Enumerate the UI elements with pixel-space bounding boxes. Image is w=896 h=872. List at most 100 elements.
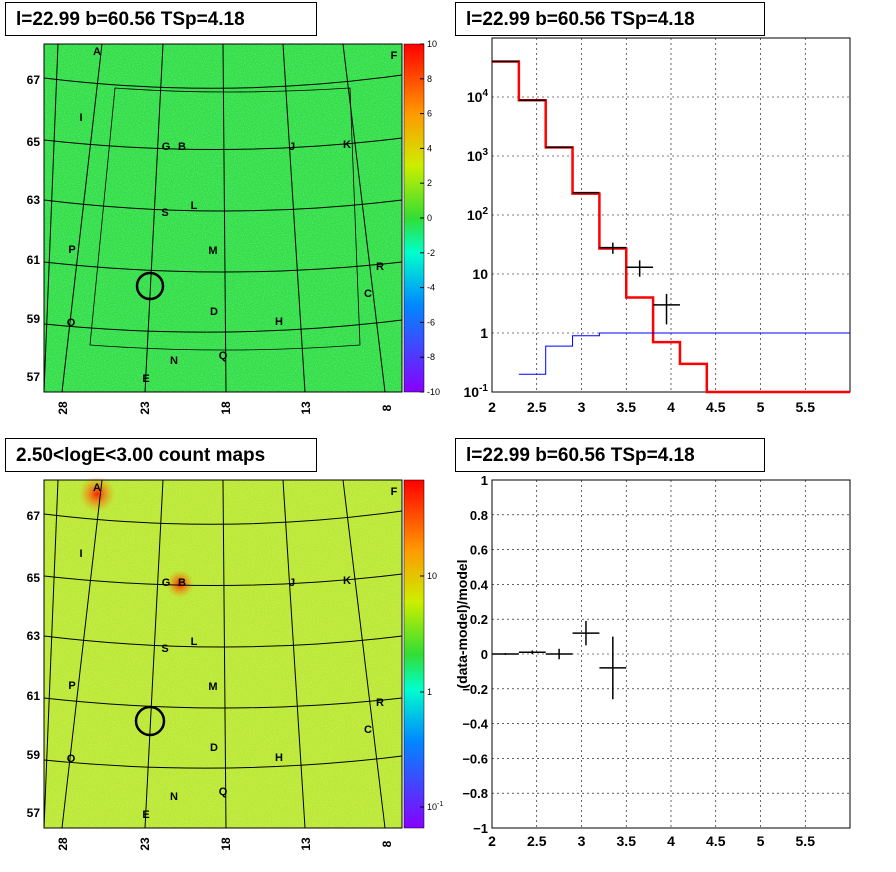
y-tick-label: 57 — [27, 806, 41, 820]
hotspot-a — [79, 476, 115, 512]
source-marker — [135, 271, 165, 301]
x-tick-label: 13 — [299, 401, 313, 415]
source-label: C — [364, 724, 372, 736]
x-tick-label: 3.5 — [617, 833, 637, 849]
x-tick-label: 5 — [757, 833, 765, 849]
ts-colorbar-ticks: 10 8 6 4 2 0 -2 -4 -6 -8 -10 — [420, 39, 440, 397]
x-tick-label: 18 — [219, 401, 233, 415]
x-tick-label: 2.5 — [527, 399, 547, 415]
y-tick-label: −1 — [473, 821, 488, 836]
spectrum-plot: 2 2.5 3 3.5 4 4.5 5 5.5 10-1 1 10 102 103 104 — [464, 37, 851, 415]
x-tick-label: 2 — [488, 399, 496, 415]
spectrum-yticks: 10-1 1 10 102 103 104 — [464, 88, 489, 400]
source-label: O — [67, 317, 76, 329]
colorbar-tick-label: 10 — [427, 571, 437, 581]
residual-yticks: 1 0.8 0.6 0.4 0.2 0 −0.2 −0.4 −0.6 −0.8 −1 — [462, 473, 488, 836]
y-tick-label: 65 — [27, 571, 41, 585]
residual-points — [492, 620, 627, 700]
source-label: M — [208, 681, 217, 693]
x-tick-label: 5 — [757, 399, 765, 415]
source-label: N — [170, 355, 178, 367]
source-label: Q — [219, 350, 228, 362]
x-tick-label: 3.5 — [617, 399, 637, 415]
y-tick-label: 67 — [27, 509, 41, 523]
spectrum-grid — [491, 38, 850, 393]
source-label: G — [162, 141, 171, 153]
source-label: A — [93, 482, 101, 494]
x-tick-label: 8 — [380, 404, 394, 411]
ts-map-frame — [43, 43, 403, 393]
x-tick-label: 2.5 — [527, 833, 547, 849]
colorbar-tick-label: 2 — [427, 178, 432, 188]
x-tick-label: 4 — [667, 399, 675, 415]
ts-map-grid — [43, 43, 403, 393]
y-tick-label: −0.6 — [462, 751, 488, 766]
x-tick-label: 3 — [578, 399, 586, 415]
x-tick-label: 5.5 — [796, 399, 816, 415]
x-tick-label: 23 — [138, 401, 152, 415]
model-histogram — [492, 60, 850, 394]
spectrum-xticks: 2 2.5 3 3.5 4 4.5 5 5.5 — [488, 399, 815, 415]
y-tick-label: 59 — [27, 312, 41, 326]
x-tick-label: 18 — [219, 837, 233, 851]
x-tick-label: 13 — [299, 837, 313, 851]
bottom-right-title: l=22.99 b=60.56 TSp=4.18 — [455, 438, 765, 472]
y-tick-label: −0.4 — [462, 717, 488, 732]
source-label: Q — [219, 786, 228, 798]
colorbar-tick-label: -10 — [427, 387, 440, 397]
y-tick-label: −0.8 — [462, 786, 488, 801]
y-tick-label: 0 — [481, 647, 488, 662]
source-label: F — [391, 486, 398, 498]
source-label: L — [191, 636, 198, 648]
y-tick-label: −0.2 — [462, 682, 488, 697]
x-tick-label: 4.5 — [706, 833, 726, 849]
x-tick-label: 28 — [56, 837, 70, 851]
y-tick-label: 104 — [467, 88, 489, 105]
count-colorbar-ticks: 10 1 10-1 — [420, 571, 443, 812]
source-label: N — [170, 791, 178, 803]
count-source-labels: A F I G B J K S L P M R C D O H Q N E — [67, 482, 398, 821]
source-label: E — [142, 373, 149, 385]
colorbar-tick-label: 0 — [427, 213, 432, 223]
source-label: P — [68, 244, 75, 256]
source-labels: A F I G B J K S L P M R C D O H Q N E — [67, 46, 398, 385]
source-label: O — [67, 753, 76, 765]
colorbar-tick-label: -4 — [427, 283, 435, 293]
y-tick-label: 10 — [472, 266, 488, 282]
x-tick-label: 28 — [56, 401, 70, 415]
y-tick-label: 0.4 — [470, 577, 489, 592]
count-map-grid — [43, 479, 403, 829]
colorbar-tick-label: 6 — [427, 109, 432, 119]
y-tick-label: 10-1 — [464, 383, 489, 400]
colorbar-tick-label: -6 — [427, 317, 435, 327]
y-tick-label: 63 — [27, 193, 41, 207]
residual-xticks: 2 2.5 3 3.5 4 4.5 5 5.5 — [488, 833, 815, 849]
source-label: M — [208, 245, 217, 257]
x-tick-label: 2 — [488, 833, 496, 849]
y-tick-label: 59 — [27, 748, 41, 762]
ts-map-yticks: 67 65 63 61 59 57 — [27, 73, 41, 384]
y-tick-label: 0.2 — [470, 612, 488, 627]
source-label: E — [142, 809, 149, 821]
source-label: H — [275, 752, 283, 764]
source-label: J — [289, 141, 295, 153]
source-label: G — [162, 577, 171, 589]
source-label: B — [178, 141, 186, 153]
count-map: A F I G B J K S L P M R C D O H Q N E 10 1 10-1 28 23 18 13 8 67… — [27, 476, 443, 851]
colorbar-tick-label: 10 — [427, 39, 437, 49]
source-label: K — [343, 139, 351, 151]
ts-map-xticks: 28 23 18 13 8 — [56, 401, 394, 415]
y-tick-label: 1 — [481, 473, 488, 488]
count-map-frame — [43, 479, 403, 829]
y-tick-label: 63 — [27, 629, 41, 643]
y-tick-label: 57 — [27, 370, 41, 384]
source-label: J — [289, 577, 295, 589]
source-label: S — [161, 207, 168, 219]
source-label: H — [275, 316, 283, 328]
y-tick-label: 1 — [480, 325, 488, 341]
spectrum-series — [492, 60, 850, 394]
x-tick-label: 4.5 — [706, 399, 726, 415]
source-label: I — [79, 548, 82, 560]
y-tick-label: 61 — [27, 253, 41, 267]
source-label: F — [391, 50, 398, 62]
